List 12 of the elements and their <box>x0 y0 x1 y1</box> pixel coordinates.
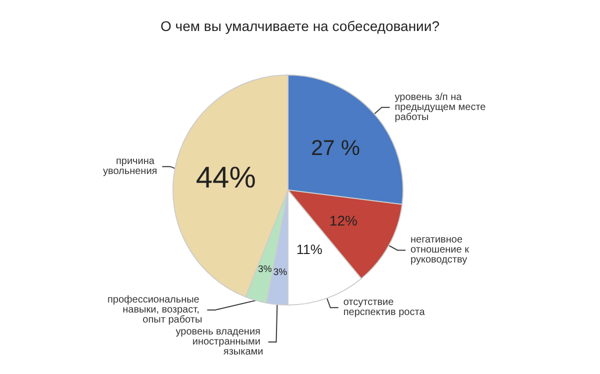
data-label: 3% <box>273 266 288 278</box>
slice-label: негативное отношение к руководству <box>410 234 472 266</box>
data-label: 27 % <box>310 136 360 160</box>
slice-label: причина увольнения <box>103 156 158 178</box>
chart-title: О чем вы умалчиваете на собеседовании? <box>160 18 440 34</box>
slice-label: уровень з/п на предыдущем месте работы <box>394 92 489 123</box>
data-label: 11% <box>296 242 322 258</box>
data-label: 3% <box>258 264 272 276</box>
data-label: 12% <box>329 212 358 228</box>
slice-label: уровень владения иностранными языками <box>176 326 264 358</box>
slice-label: отсутствие перспектив роста <box>343 297 426 318</box>
data-label: 44% <box>196 162 256 195</box>
